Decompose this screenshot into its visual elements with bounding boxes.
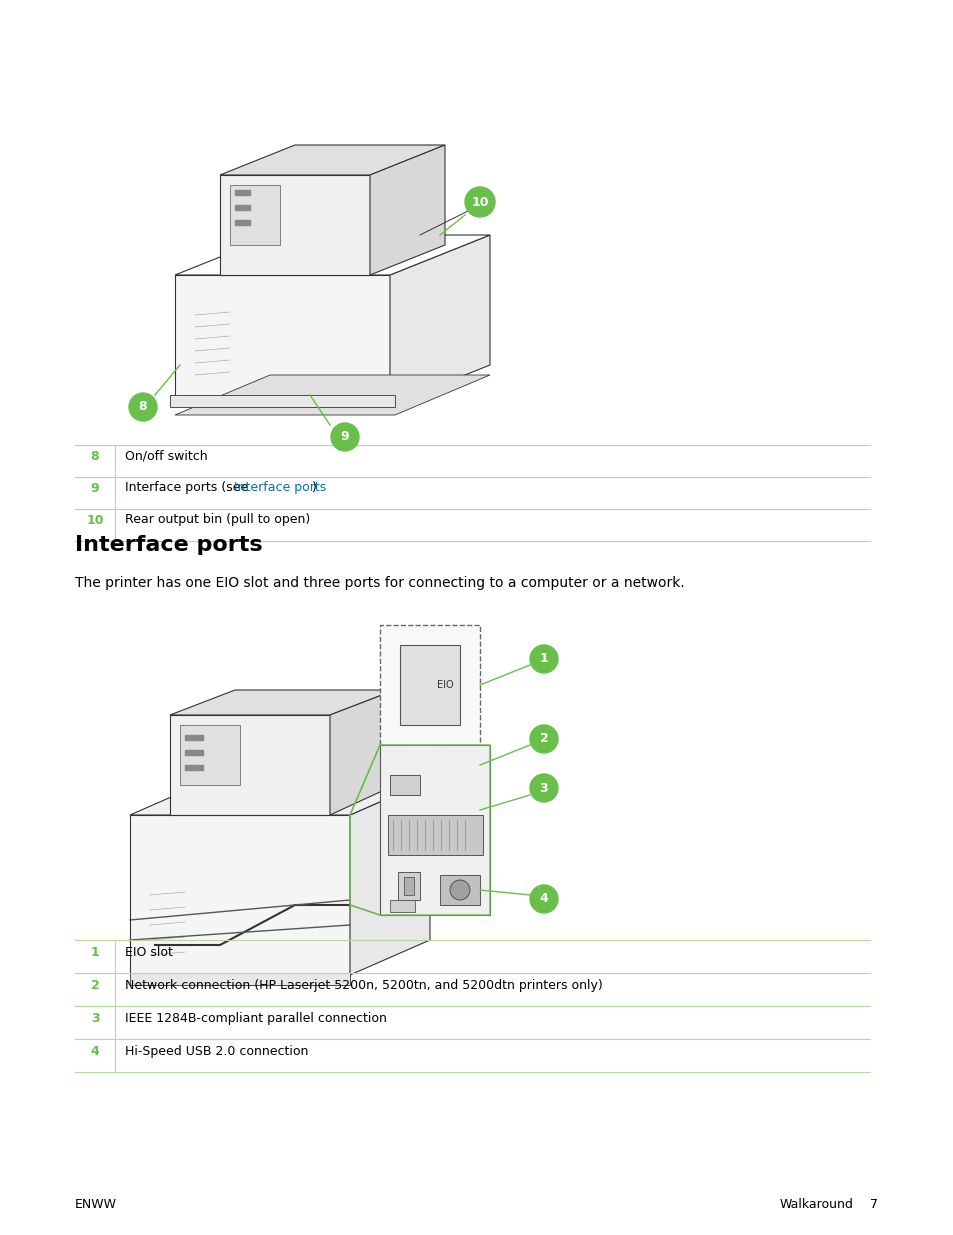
Text: EIO: EIO	[436, 680, 453, 690]
Text: Network connection (HP Laserjet 5200n, 5200tn, and 5200dtn printers only): Network connection (HP Laserjet 5200n, 5…	[125, 979, 602, 992]
Bar	[399, 645, 459, 725]
Text: 1: 1	[539, 652, 548, 666]
Bar	[185, 750, 203, 755]
Bar	[403, 877, 414, 895]
Polygon shape	[230, 185, 280, 245]
Bar	[185, 764, 203, 769]
Text: 2: 2	[91, 979, 99, 992]
Bar	[185, 735, 203, 740]
Text: IEEE 1284B-compliant parallel connection: IEEE 1284B-compliant parallel connection	[125, 1011, 387, 1025]
Bar	[234, 190, 250, 195]
Polygon shape	[220, 175, 370, 275]
Text: 10: 10	[471, 195, 488, 209]
Circle shape	[331, 424, 358, 451]
FancyBboxPatch shape	[379, 625, 479, 745]
Bar	[379, 745, 490, 915]
Polygon shape	[170, 715, 330, 815]
Text: 9: 9	[340, 431, 349, 443]
Polygon shape	[174, 235, 490, 275]
Text: EIO slot: EIO slot	[125, 946, 172, 960]
Bar	[234, 205, 250, 210]
Circle shape	[129, 393, 157, 421]
Bar	[234, 220, 250, 225]
Polygon shape	[180, 725, 240, 785]
Bar	[390, 900, 415, 911]
Polygon shape	[170, 395, 395, 408]
Text: The printer has one EIO slot and three ports for connecting to a computer or a n: The printer has one EIO slot and three p…	[75, 576, 684, 590]
Bar	[397, 872, 419, 900]
Circle shape	[530, 645, 558, 673]
Bar	[439, 876, 479, 905]
Text: Interface ports: Interface ports	[75, 535, 262, 555]
Text: Walkaround: Walkaround	[780, 1198, 853, 1212]
Bar	[390, 776, 419, 795]
Circle shape	[530, 725, 558, 753]
Circle shape	[464, 186, 495, 217]
Bar	[130, 973, 350, 986]
Text: Interface ports: Interface ports	[233, 482, 326, 494]
Polygon shape	[174, 375, 490, 415]
Text: 7: 7	[869, 1198, 877, 1212]
Circle shape	[530, 774, 558, 802]
Text: 3: 3	[91, 1011, 99, 1025]
Polygon shape	[330, 690, 395, 815]
Text: On/off switch: On/off switch	[125, 450, 208, 462]
Polygon shape	[170, 690, 395, 715]
Text: Hi-Speed USB 2.0 connection: Hi-Speed USB 2.0 connection	[125, 1045, 308, 1058]
Text: Interface ports (see: Interface ports (see	[125, 482, 252, 494]
Text: 1: 1	[91, 946, 99, 960]
Text: 10: 10	[86, 514, 104, 526]
Text: 4: 4	[539, 893, 548, 905]
Circle shape	[530, 885, 558, 913]
Polygon shape	[130, 781, 430, 815]
Polygon shape	[130, 815, 350, 974]
Bar	[388, 815, 482, 855]
Text: Rear output bin (pull to open): Rear output bin (pull to open)	[125, 514, 310, 526]
Polygon shape	[174, 275, 390, 405]
Circle shape	[450, 881, 470, 900]
Polygon shape	[220, 144, 444, 175]
Polygon shape	[370, 144, 444, 275]
Text: 8: 8	[91, 450, 99, 462]
Polygon shape	[350, 781, 430, 974]
Text: 9: 9	[91, 482, 99, 494]
Polygon shape	[390, 235, 490, 405]
Text: 4: 4	[91, 1045, 99, 1058]
Text: 8: 8	[138, 400, 147, 414]
Text: 3: 3	[539, 782, 548, 794]
Text: ENWW: ENWW	[75, 1198, 117, 1212]
Text: 2: 2	[539, 732, 548, 746]
Text: ): )	[312, 482, 316, 494]
